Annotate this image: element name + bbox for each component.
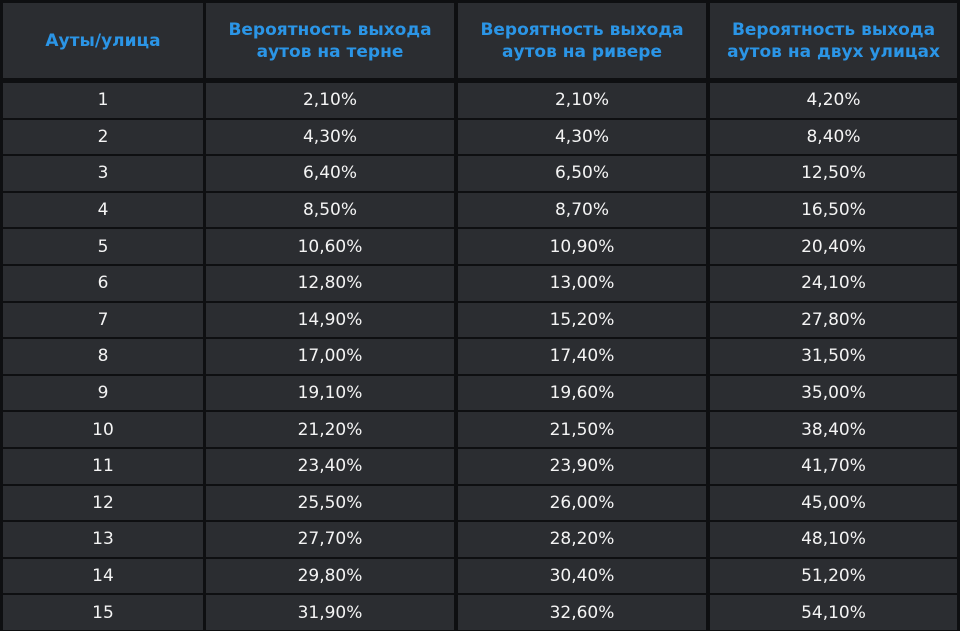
cell-outs: 3 bbox=[3, 156, 203, 191]
cell-two-streets: 27,80% bbox=[710, 302, 957, 338]
cell-river: 19,60% bbox=[458, 375, 706, 411]
cell-two-streets: 8,40% bbox=[710, 119, 957, 155]
cell-turn: 21,20% bbox=[206, 412, 454, 447]
cell-two-streets: 54,10% bbox=[710, 595, 957, 630]
table-row: 8 17,00% 17,40% 31,50% bbox=[0, 339, 960, 374]
header-turn-probability: Вероятность выхода аутов на терне bbox=[206, 3, 454, 78]
cell-two-streets: 51,20% bbox=[710, 558, 957, 594]
cell-turn: 2,10% bbox=[206, 83, 454, 118]
cell-outs: 11 bbox=[3, 449, 203, 484]
cell-two-streets: 38,40% bbox=[710, 412, 957, 447]
table-row: 9 19,10% 19,60% 35,00% bbox=[0, 375, 960, 411]
cell-two-streets: 12,50% bbox=[710, 156, 957, 191]
cell-outs: 2 bbox=[3, 119, 203, 155]
table-row: 4 8,50% 8,70% 16,50% bbox=[0, 192, 960, 228]
table-row: 11 23,40% 23,90% 41,70% bbox=[0, 449, 960, 484]
cell-river: 28,20% bbox=[458, 522, 706, 557]
cell-outs: 7 bbox=[3, 302, 203, 338]
cell-outs: 14 bbox=[3, 558, 203, 594]
table-row: 1 2,10% 2,10% 4,20% bbox=[0, 83, 960, 118]
cell-turn: 14,90% bbox=[206, 302, 454, 338]
cell-turn: 6,40% bbox=[206, 156, 454, 191]
cell-outs: 12 bbox=[3, 485, 203, 521]
cell-two-streets: 4,20% bbox=[710, 83, 957, 118]
cell-outs: 13 bbox=[3, 522, 203, 557]
cell-two-streets: 41,70% bbox=[710, 449, 957, 484]
cell-turn: 8,50% bbox=[206, 192, 454, 228]
table-row: 7 14,90% 15,20% 27,80% bbox=[0, 302, 960, 338]
cell-outs: 5 bbox=[3, 229, 203, 264]
cell-outs: 1 bbox=[3, 83, 203, 118]
cell-two-streets: 48,10% bbox=[710, 522, 957, 557]
table-row: 15 31,90% 32,60% 54,10% bbox=[0, 595, 960, 630]
cell-turn: 23,40% bbox=[206, 449, 454, 484]
table-row: 6 12,80% 13,00% 24,10% bbox=[0, 266, 960, 301]
cell-river: 26,00% bbox=[458, 485, 706, 521]
cell-turn: 12,80% bbox=[206, 266, 454, 301]
table-row: 13 27,70% 28,20% 48,10% bbox=[0, 522, 960, 557]
cell-turn: 29,80% bbox=[206, 558, 454, 594]
cell-outs: 15 bbox=[3, 595, 203, 630]
header-two-streets-probability: Вероятность выхода аутов на двух улицах bbox=[710, 3, 957, 78]
cell-outs: 8 bbox=[3, 339, 203, 374]
cell-turn: 19,10% bbox=[206, 375, 454, 411]
table-row: 5 10,60% 10,90% 20,40% bbox=[0, 229, 960, 264]
header-outs-per-street: Ауты/улица bbox=[3, 3, 203, 78]
cell-turn: 25,50% bbox=[206, 485, 454, 521]
cell-river: 6,50% bbox=[458, 156, 706, 191]
cell-two-streets: 31,50% bbox=[710, 339, 957, 374]
cell-outs: 6 bbox=[3, 266, 203, 301]
cell-river: 4,30% bbox=[458, 119, 706, 155]
cell-river: 23,90% bbox=[458, 449, 706, 484]
table-header-row: Ауты/улица Вероятность выхода аутов на т… bbox=[0, 3, 960, 78]
cell-river: 13,00% bbox=[458, 266, 706, 301]
cell-river: 32,60% bbox=[458, 595, 706, 630]
cell-river: 17,40% bbox=[458, 339, 706, 374]
cell-river: 8,70% bbox=[458, 192, 706, 228]
cell-river: 10,90% bbox=[458, 229, 706, 264]
table-row: 3 6,40% 6,50% 12,50% bbox=[0, 156, 960, 191]
header-river-probability: Вероятность выхода аутов на ривере bbox=[458, 3, 706, 78]
cell-river: 2,10% bbox=[458, 83, 706, 118]
cell-turn: 17,00% bbox=[206, 339, 454, 374]
cell-turn: 31,90% bbox=[206, 595, 454, 630]
cell-river: 30,40% bbox=[458, 558, 706, 594]
cell-two-streets: 35,00% bbox=[710, 375, 957, 411]
table-row: 14 29,80% 30,40% 51,20% bbox=[0, 558, 960, 594]
cell-two-streets: 20,40% bbox=[710, 229, 957, 264]
cell-outs: 9 bbox=[3, 375, 203, 411]
cell-two-streets: 16,50% bbox=[710, 192, 957, 228]
cell-outs: 10 bbox=[3, 412, 203, 447]
table-row: 2 4,30% 4,30% 8,40% bbox=[0, 119, 960, 155]
cell-outs: 4 bbox=[3, 192, 203, 228]
cell-two-streets: 24,10% bbox=[710, 266, 957, 301]
cell-turn: 10,60% bbox=[206, 229, 454, 264]
cell-river: 21,50% bbox=[458, 412, 706, 447]
cell-river: 15,20% bbox=[458, 302, 706, 338]
cell-turn: 4,30% bbox=[206, 119, 454, 155]
table-row: 10 21,20% 21,50% 38,40% bbox=[0, 412, 960, 447]
cell-turn: 27,70% bbox=[206, 522, 454, 557]
cell-two-streets: 45,00% bbox=[710, 485, 957, 521]
table-row: 12 25,50% 26,00% 45,00% bbox=[0, 485, 960, 521]
